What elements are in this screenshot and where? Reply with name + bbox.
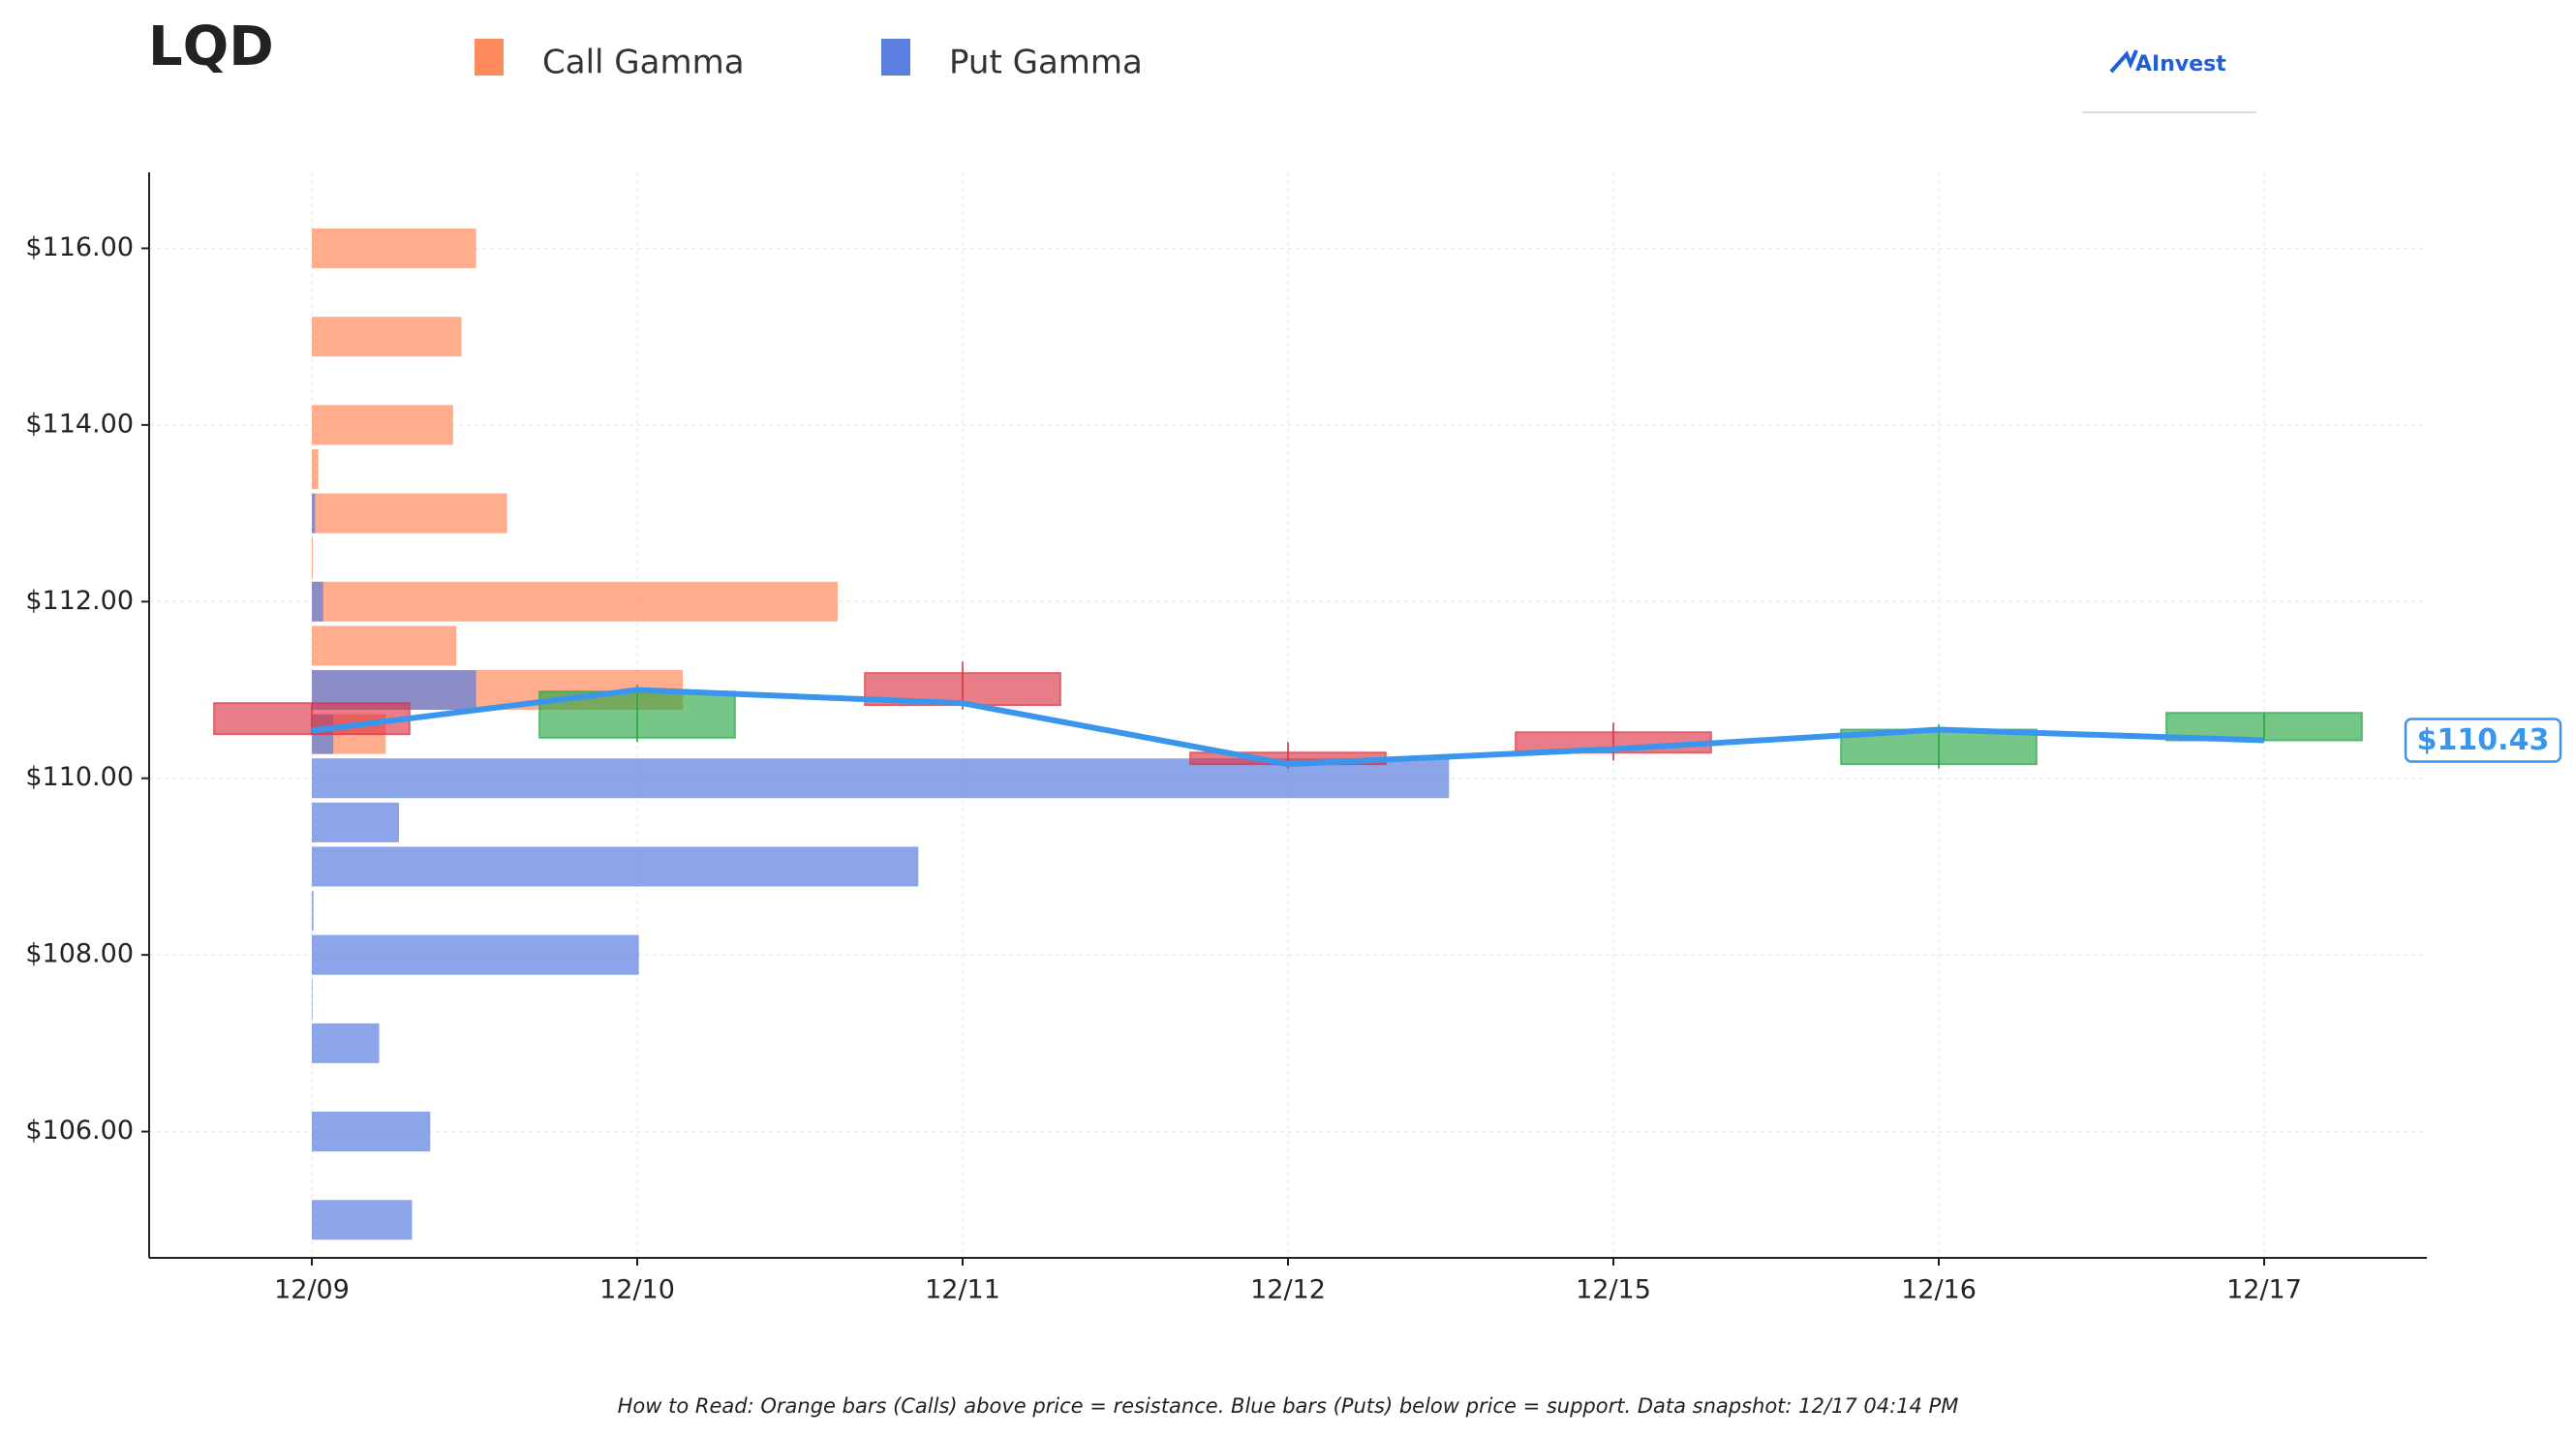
call-gamma-bar bbox=[312, 228, 476, 268]
call-gamma-bar bbox=[312, 581, 838, 622]
y-tick-label: $108.00 bbox=[25, 939, 134, 969]
put-gamma-bar bbox=[312, 581, 323, 622]
legend-label: Put Gamma bbox=[949, 44, 1143, 82]
put-gamma-bar bbox=[312, 1112, 431, 1152]
put-gamma-bar bbox=[312, 1023, 380, 1063]
x-tick-label: 12/16 bbox=[1901, 1275, 1977, 1305]
y-tick-label: $112.00 bbox=[25, 586, 134, 616]
x-tick-label: 12/15 bbox=[1576, 1275, 1651, 1305]
chart-title: LQD bbox=[148, 15, 274, 78]
x-tick-label: 12/09 bbox=[274, 1275, 350, 1305]
x-tick-label: 12/12 bbox=[1250, 1275, 1326, 1305]
call-gamma-bar bbox=[312, 448, 319, 489]
y-tick-label: $106.00 bbox=[25, 1116, 134, 1146]
put-gamma-bar bbox=[312, 934, 639, 975]
price-line bbox=[311, 687, 2265, 768]
put-gamma-bar bbox=[312, 846, 919, 887]
call-gamma-bar bbox=[312, 626, 457, 666]
x-tick-label: 12/10 bbox=[599, 1275, 675, 1305]
legend-swatch bbox=[475, 39, 504, 76]
footnote: How to Read: Orange bars (Calls) above p… bbox=[618, 1394, 1959, 1418]
y-tick-label: $114.00 bbox=[25, 409, 134, 439]
x-tick-label: 12/11 bbox=[925, 1275, 1000, 1305]
price-label-box bbox=[2404, 718, 2562, 763]
call-gamma-bar bbox=[312, 537, 314, 578]
call-gamma-bar bbox=[312, 493, 507, 534]
legend-swatch bbox=[881, 39, 910, 76]
put-gamma-bar bbox=[312, 802, 400, 842]
logo-icon bbox=[2109, 49, 2138, 74]
legend-label: Call Gamma bbox=[542, 44, 745, 82]
call-gamma-bar bbox=[312, 405, 453, 445]
put-gamma-bar bbox=[312, 493, 316, 534]
y-tick-label: $116.00 bbox=[25, 232, 134, 262]
candle-body bbox=[1840, 728, 2038, 766]
call-gamma-bar bbox=[312, 317, 462, 357]
logo: AInvest bbox=[2135, 52, 2226, 76]
put-gamma-bar bbox=[312, 979, 313, 1020]
price-label: $110.43 bbox=[2417, 723, 2550, 757]
y-tick-label: $110.00 bbox=[25, 762, 134, 792]
put-gamma-bar bbox=[312, 891, 314, 932]
put-gamma-bar bbox=[312, 1200, 413, 1240]
x-tick-label: 12/17 bbox=[2226, 1275, 2302, 1305]
